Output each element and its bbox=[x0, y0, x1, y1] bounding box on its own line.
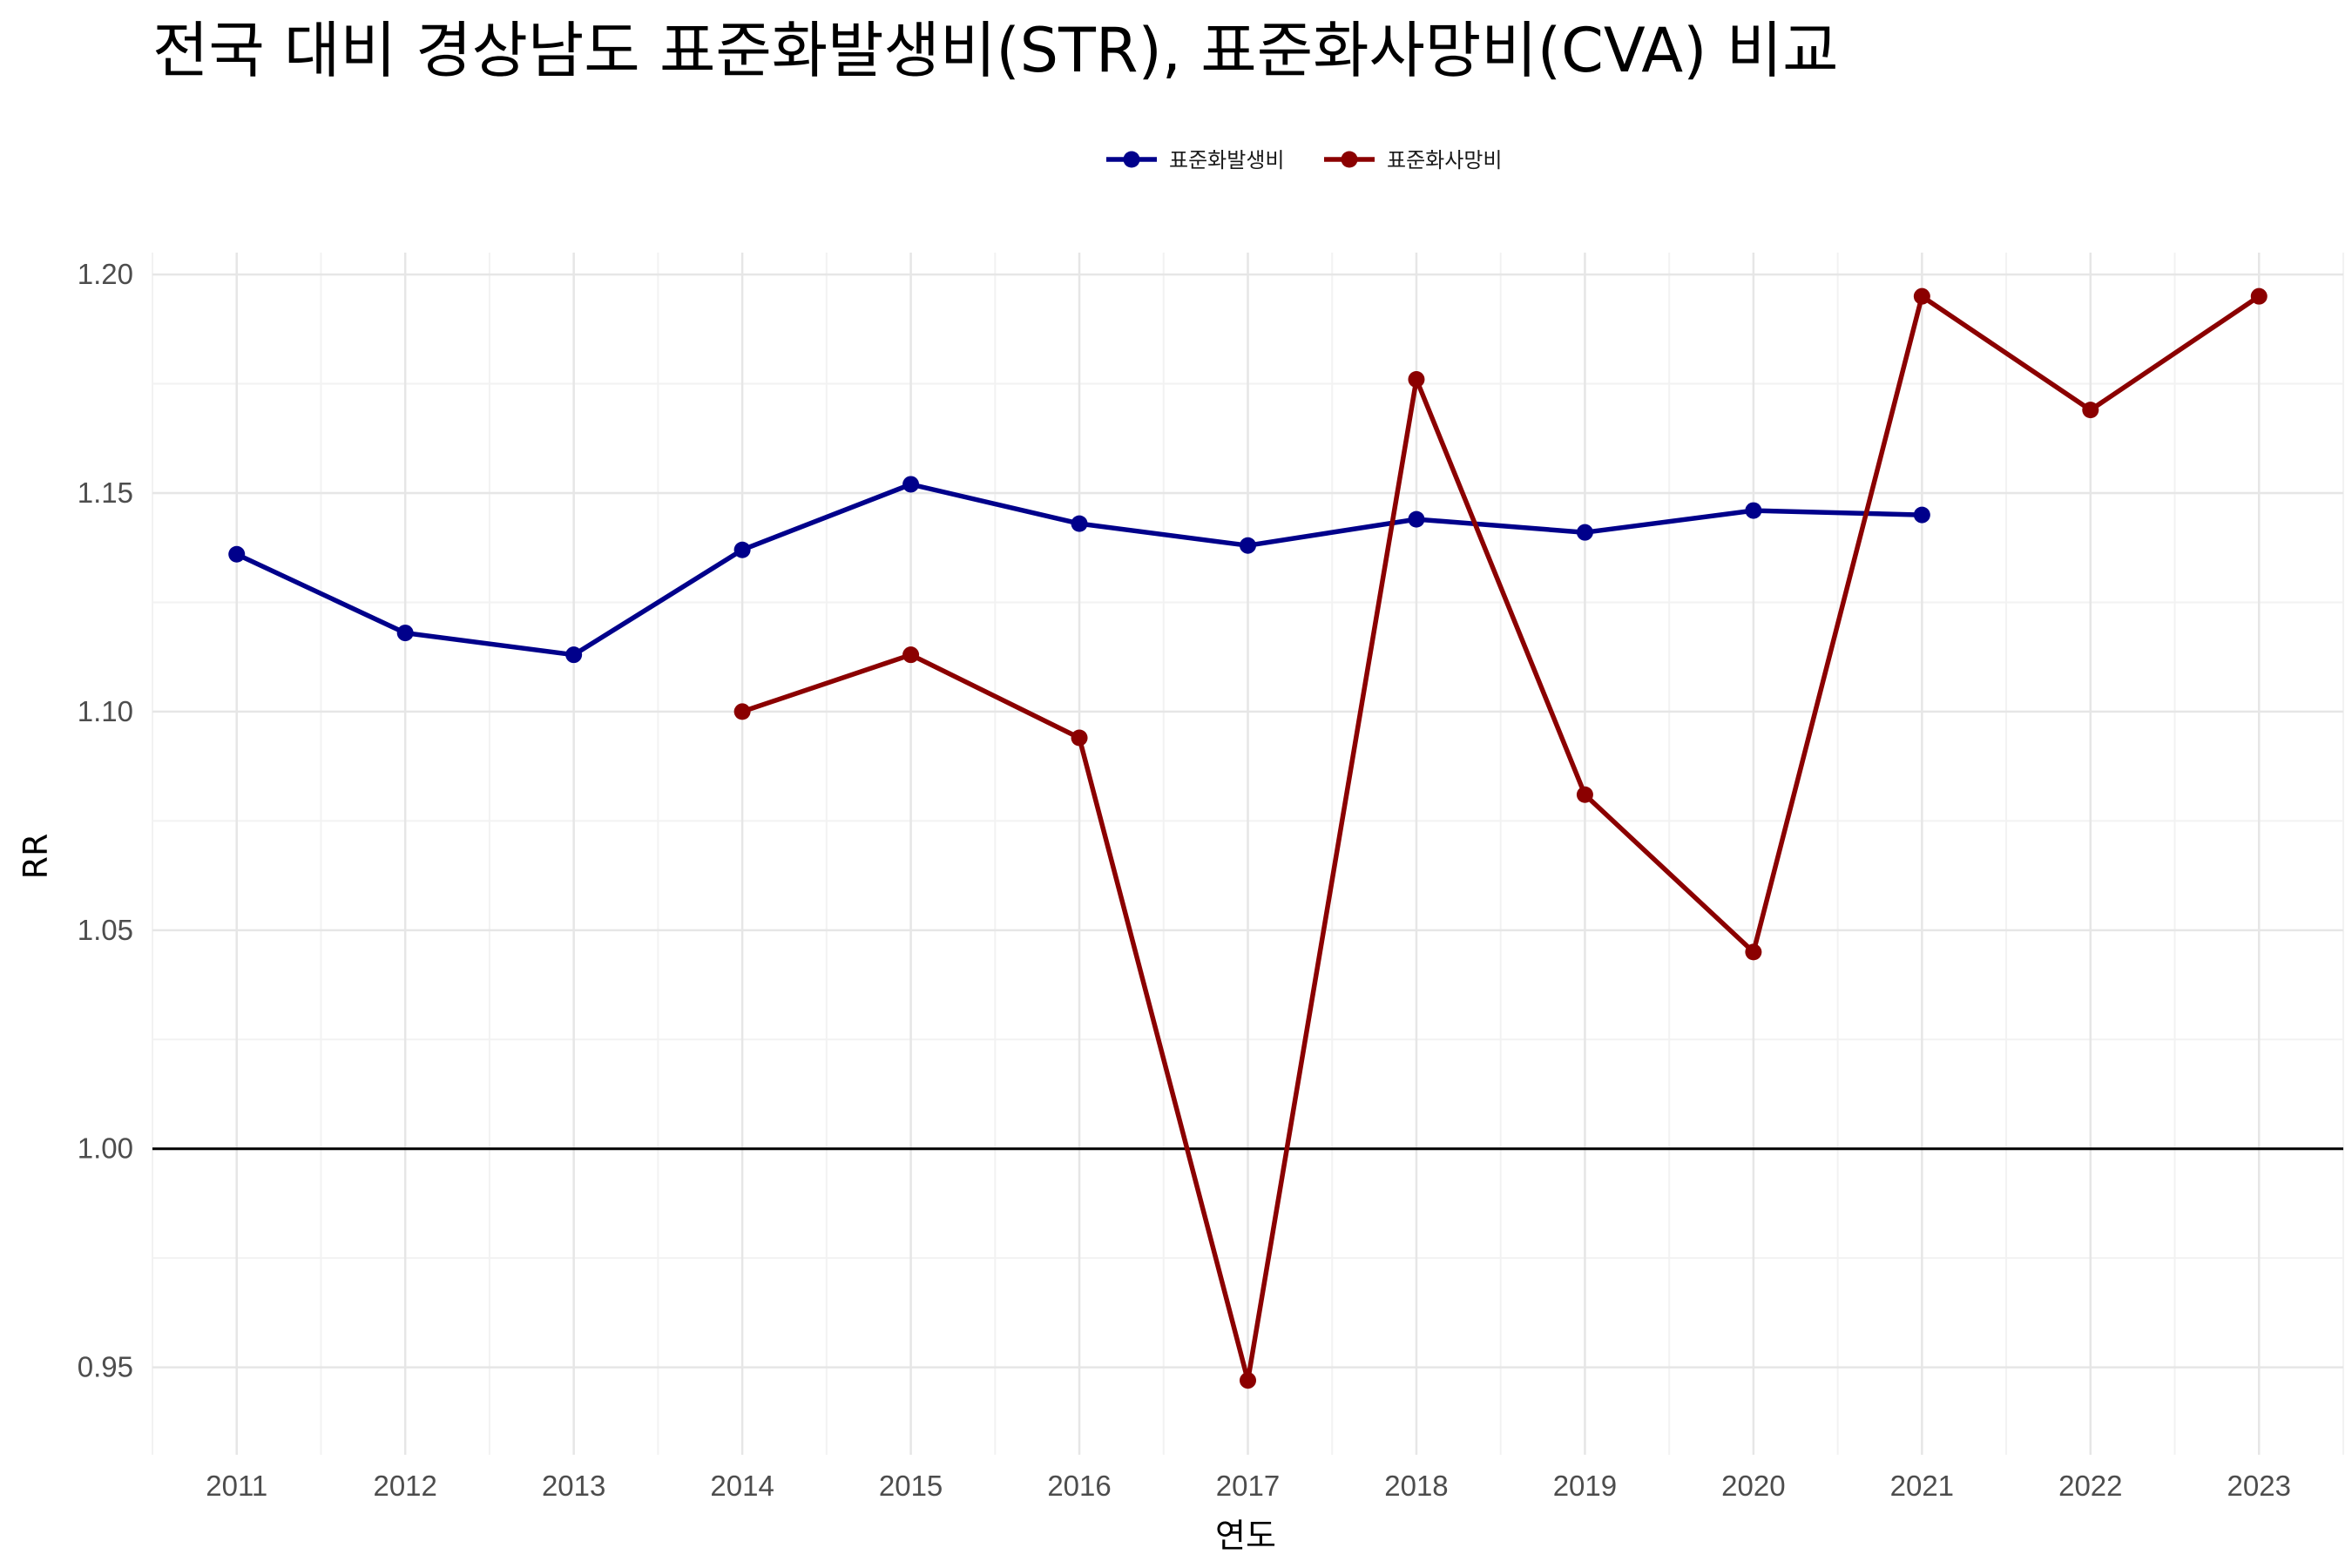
y-tick-label: 1.10 bbox=[78, 695, 133, 727]
grid-major bbox=[152, 253, 2343, 1455]
series-1 bbox=[228, 476, 1930, 664]
series-point-2 bbox=[2082, 402, 2099, 419]
series-point-2 bbox=[902, 646, 920, 664]
series-point-2 bbox=[1913, 287, 1930, 305]
y-axis-ticks: 0.95 1.00 1.05 1.10 1.15 1.20 bbox=[78, 258, 133, 1383]
x-tick-label: 2019 bbox=[1553, 1470, 1617, 1502]
series-point-1 bbox=[1240, 537, 1256, 554]
series-point-1 bbox=[228, 545, 246, 563]
series-point-2 bbox=[1576, 786, 1593, 803]
series-point-1 bbox=[1576, 524, 1593, 541]
x-tick-label: 2022 bbox=[2058, 1470, 2122, 1502]
y-tick-label: 1.15 bbox=[78, 476, 133, 509]
x-tick-label: 2015 bbox=[879, 1470, 943, 1502]
x-tick-label: 2011 bbox=[206, 1470, 267, 1502]
series-point-1 bbox=[565, 646, 583, 664]
legend-label-2: 표준화사망비 bbox=[1387, 148, 1502, 172]
series-point-2 bbox=[1408, 371, 1425, 389]
x-tick-label: 2012 bbox=[373, 1470, 436, 1502]
x-tick-label: 2014 bbox=[710, 1470, 774, 1502]
y-axis-title: RR bbox=[17, 834, 55, 880]
legend-label-1: 표준화발생비 bbox=[1169, 148, 1284, 172]
series-point-2 bbox=[1240, 1372, 1256, 1389]
x-axis-title: 연도 bbox=[1215, 1517, 1276, 1555]
x-tick-label: 2018 bbox=[1384, 1470, 1448, 1502]
series-2 bbox=[733, 287, 2268, 1389]
x-tick-label: 2020 bbox=[1721, 1470, 1785, 1502]
series-point-1 bbox=[902, 476, 920, 493]
legend-key-point-1 bbox=[1123, 151, 1140, 168]
legend-key-point-2 bbox=[1341, 151, 1358, 168]
y-tick-label: 1.20 bbox=[78, 258, 133, 290]
y-tick-label: 1.00 bbox=[78, 1132, 133, 1165]
legend: 표준화발생비 표준화사망비 bbox=[1106, 148, 1502, 172]
series-point-1 bbox=[1071, 515, 1088, 532]
series-line-2 bbox=[740, 294, 2262, 1383]
x-tick-label: 2013 bbox=[542, 1470, 605, 1502]
series-point-1 bbox=[733, 541, 751, 558]
x-tick-label: 2017 bbox=[1216, 1470, 1280, 1502]
legend-item-2: 표준화사망비 bbox=[1324, 148, 1502, 172]
series-point-1 bbox=[396, 625, 414, 642]
x-tick-label: 2021 bbox=[1890, 1470, 1954, 1502]
series-point-2 bbox=[733, 703, 751, 720]
legend-item-1: 표준화발생비 bbox=[1106, 148, 1284, 172]
series-point-1 bbox=[1408, 510, 1425, 528]
x-tick-label: 2023 bbox=[2227, 1470, 2291, 1502]
x-tick-label: 2016 bbox=[1047, 1470, 1111, 1502]
series-layer bbox=[228, 287, 2268, 1389]
y-tick-label: 1.05 bbox=[78, 914, 133, 946]
series-point-1 bbox=[1745, 502, 1762, 519]
series-point-1 bbox=[1913, 506, 1930, 524]
chart-title: 전국 대비 경상남도 표준화발생비(STR), 표준화사망비(CVA) 비교 bbox=[152, 15, 1839, 86]
y-tick-label: 0.95 bbox=[78, 1351, 133, 1383]
series-point-2 bbox=[1745, 943, 1762, 961]
series-point-2 bbox=[2250, 287, 2268, 305]
series-point-2 bbox=[1071, 729, 1088, 747]
x-axis-ticks: 2011 2012 2013 2014 2015 2016 2017 2018 2019 2020… bbox=[206, 1470, 2291, 1502]
